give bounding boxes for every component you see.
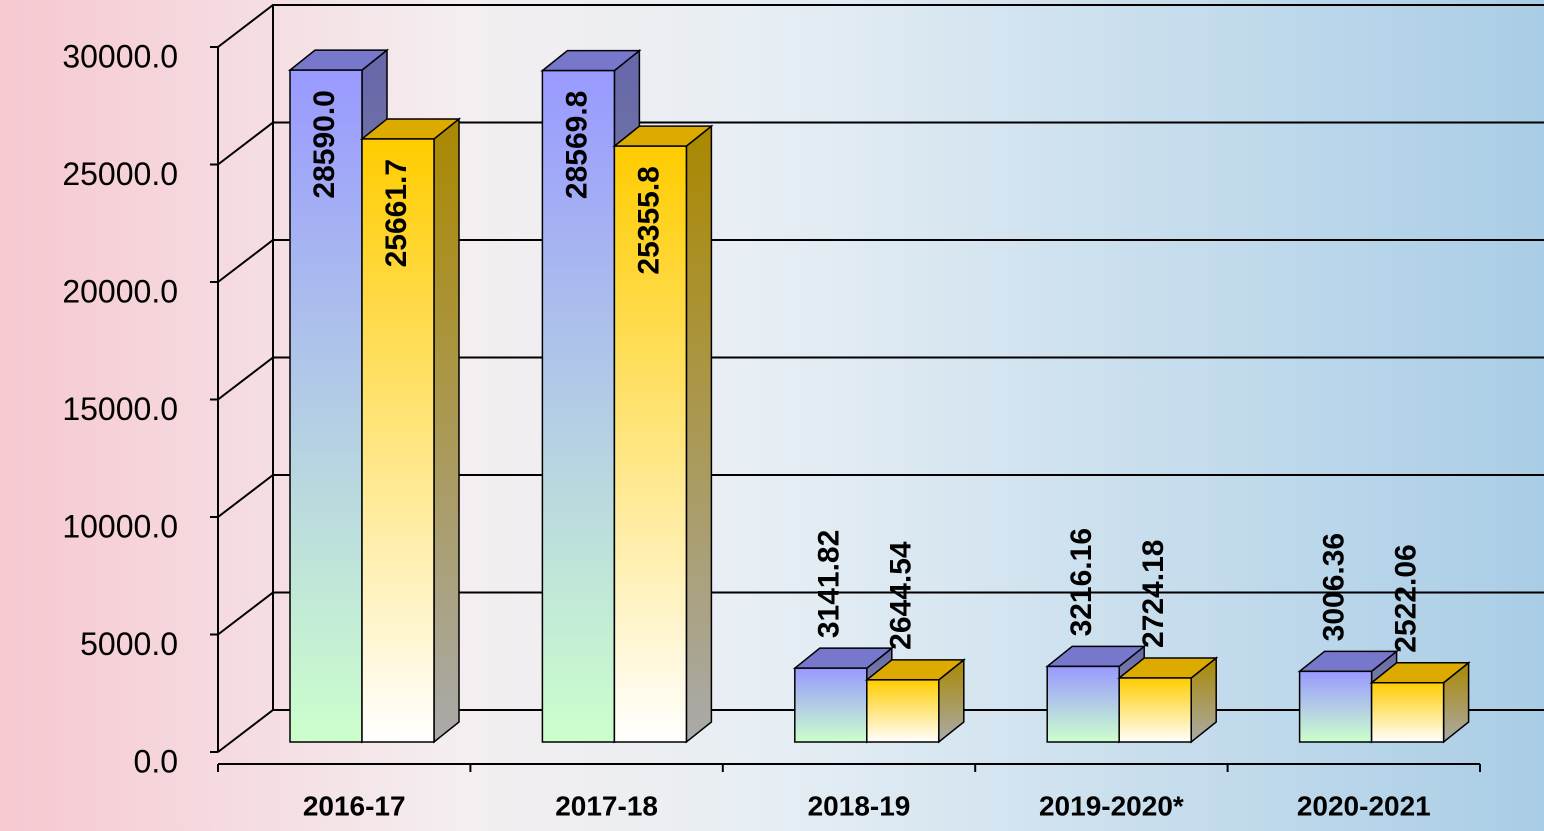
y-tick-label: 10000.0 xyxy=(62,508,178,544)
bar xyxy=(541,69,616,743)
bar xyxy=(613,145,688,743)
bar xyxy=(1370,681,1445,743)
data-label: 3006.36 xyxy=(1318,533,1351,641)
x-tick-label: 2017-18 xyxy=(555,790,658,821)
y-tick-label: 30000.0 xyxy=(62,38,178,74)
x-tick-label: 2020-2021 xyxy=(1297,790,1431,821)
data-label: 2724.18 xyxy=(1137,540,1170,648)
data-label: 3216.16 xyxy=(1065,528,1098,636)
data-label: 2644.54 xyxy=(885,541,918,650)
data-label: 28569.8 xyxy=(560,91,593,199)
x-tick-label: 2019-2020* xyxy=(1039,790,1184,821)
y-tick-label: 15000.0 xyxy=(62,391,178,427)
data-label: 28590.0 xyxy=(308,90,341,198)
data-label: 2522.06 xyxy=(1390,544,1423,652)
bar xyxy=(289,69,363,743)
bar xyxy=(361,138,435,743)
bar xyxy=(794,667,868,743)
bar xyxy=(1118,677,1192,743)
bar xyxy=(1298,670,1373,743)
y-tick-label: 0.0 xyxy=(134,743,178,779)
bar xyxy=(1046,665,1120,743)
data-label: 3141.82 xyxy=(813,530,846,638)
y-tick-label: 25000.0 xyxy=(62,156,178,192)
y-tick-label: 20000.0 xyxy=(62,273,178,309)
data-label: 25661.7 xyxy=(380,159,413,267)
y-tick-label: 5000.0 xyxy=(80,626,178,662)
bar xyxy=(866,679,940,743)
data-label: 25355.8 xyxy=(632,166,665,274)
bar-side xyxy=(433,117,460,744)
x-tick-label: 2016-17 xyxy=(303,790,406,821)
bar-side xyxy=(685,124,713,744)
x-tick-label: 2018-19 xyxy=(808,790,911,821)
